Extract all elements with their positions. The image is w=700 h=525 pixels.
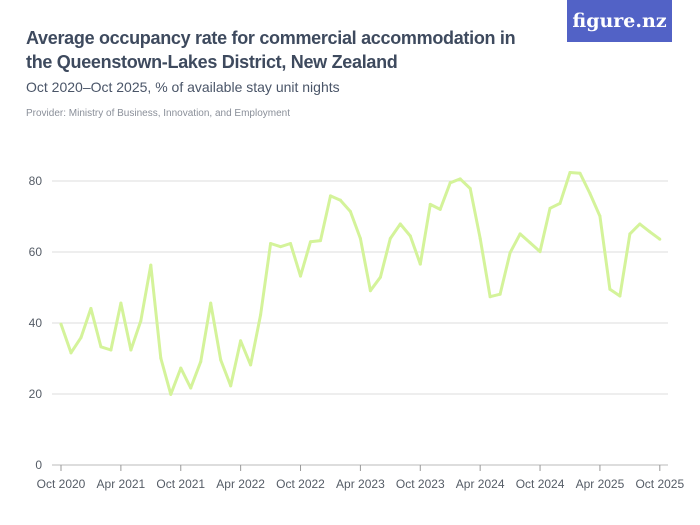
data-point [618,294,622,298]
data-point [468,186,472,190]
data-point [378,275,382,279]
data-point [438,207,442,211]
data-point [398,222,402,226]
x-tick-label: Oct 2020 [37,477,86,491]
data-point [658,237,662,241]
x-tick-label: Oct 2023 [396,477,445,491]
data-point [99,345,103,349]
data-point [458,177,462,181]
data-point [568,170,572,174]
data-point [279,245,283,249]
data-point [428,202,432,206]
y-tick-label: 80 [29,174,43,188]
data-point [149,263,153,267]
data-point [598,214,602,218]
y-tick-label: 40 [29,316,43,330]
data-point [518,232,522,236]
y-tick-label: 0 [35,458,42,472]
data-point [169,392,173,396]
data-point [478,237,482,241]
data-point [388,237,392,241]
data-point [229,384,233,388]
data-point [259,313,263,317]
data-point [538,250,542,254]
x-tick-label: Oct 2025 [635,477,684,491]
data-point [358,237,362,241]
data-point [638,222,642,226]
data-point [119,301,123,305]
data-point [129,348,133,352]
data-point [179,366,183,370]
data-point [348,210,352,214]
data-point [139,319,143,323]
data-point [408,234,412,238]
data-point [448,181,452,185]
data-point [418,262,422,266]
x-tick-label: Apr 2023 [336,477,385,491]
data-point [159,356,163,360]
provider-text: Provider: Ministry of Business, Innovati… [26,108,291,119]
y-tick-label: 20 [29,387,43,401]
figure-nz-logo[interactable]: figure.nz [567,0,672,42]
x-tick-label: Oct 2022 [276,477,325,491]
data-point [488,295,492,299]
data-point [628,232,632,236]
data-point [239,339,243,343]
data-point [328,194,332,198]
data-point [368,289,372,293]
data-point [578,171,582,175]
y-tick-label: 60 [29,245,43,259]
data-point [338,198,342,202]
data-point [498,292,502,296]
data-point [289,241,293,245]
series-line [59,171,661,396]
chart-subtitle: Oct 2020–Oct 2025, % of available stay u… [26,79,340,95]
data-point [528,241,532,245]
data-point [558,201,562,205]
x-tick-label: Apr 2024 [456,477,505,491]
data-point [588,191,592,195]
x-tick-label: Apr 2022 [216,477,265,491]
data-point [299,274,303,278]
data-point [189,386,193,390]
chart-title: Average occupancy rate for commercial ac… [26,28,516,72]
data-point [508,251,512,255]
data-point [199,360,203,364]
data-point [219,358,223,362]
data-point [249,363,253,367]
data-point [69,351,73,355]
data-point [309,240,312,244]
x-tick-label: Apr 2021 [97,477,146,491]
x-tick-label: Apr 2025 [576,477,625,491]
data-point [109,348,113,352]
data-point [209,301,213,305]
data-point [89,306,93,310]
x-tick-label: Oct 2021 [156,477,205,491]
data-point [79,336,83,340]
data-point [648,230,652,234]
data-point [608,287,612,291]
data-point [269,241,273,245]
data-point [318,239,322,243]
data-point [59,322,63,326]
x-tick-label: Oct 2024 [516,477,565,491]
data-point [548,206,552,210]
